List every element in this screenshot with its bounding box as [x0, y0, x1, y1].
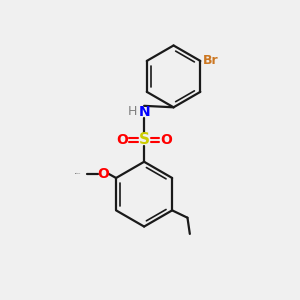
Text: O: O — [160, 133, 172, 147]
Text: S: S — [139, 132, 150, 147]
Text: H: H — [128, 105, 138, 118]
Text: N: N — [138, 105, 150, 119]
Text: Br: Br — [202, 53, 218, 67]
Text: O: O — [116, 133, 128, 147]
Text: O: O — [97, 167, 109, 181]
Text: methoxy: methoxy — [75, 173, 82, 174]
